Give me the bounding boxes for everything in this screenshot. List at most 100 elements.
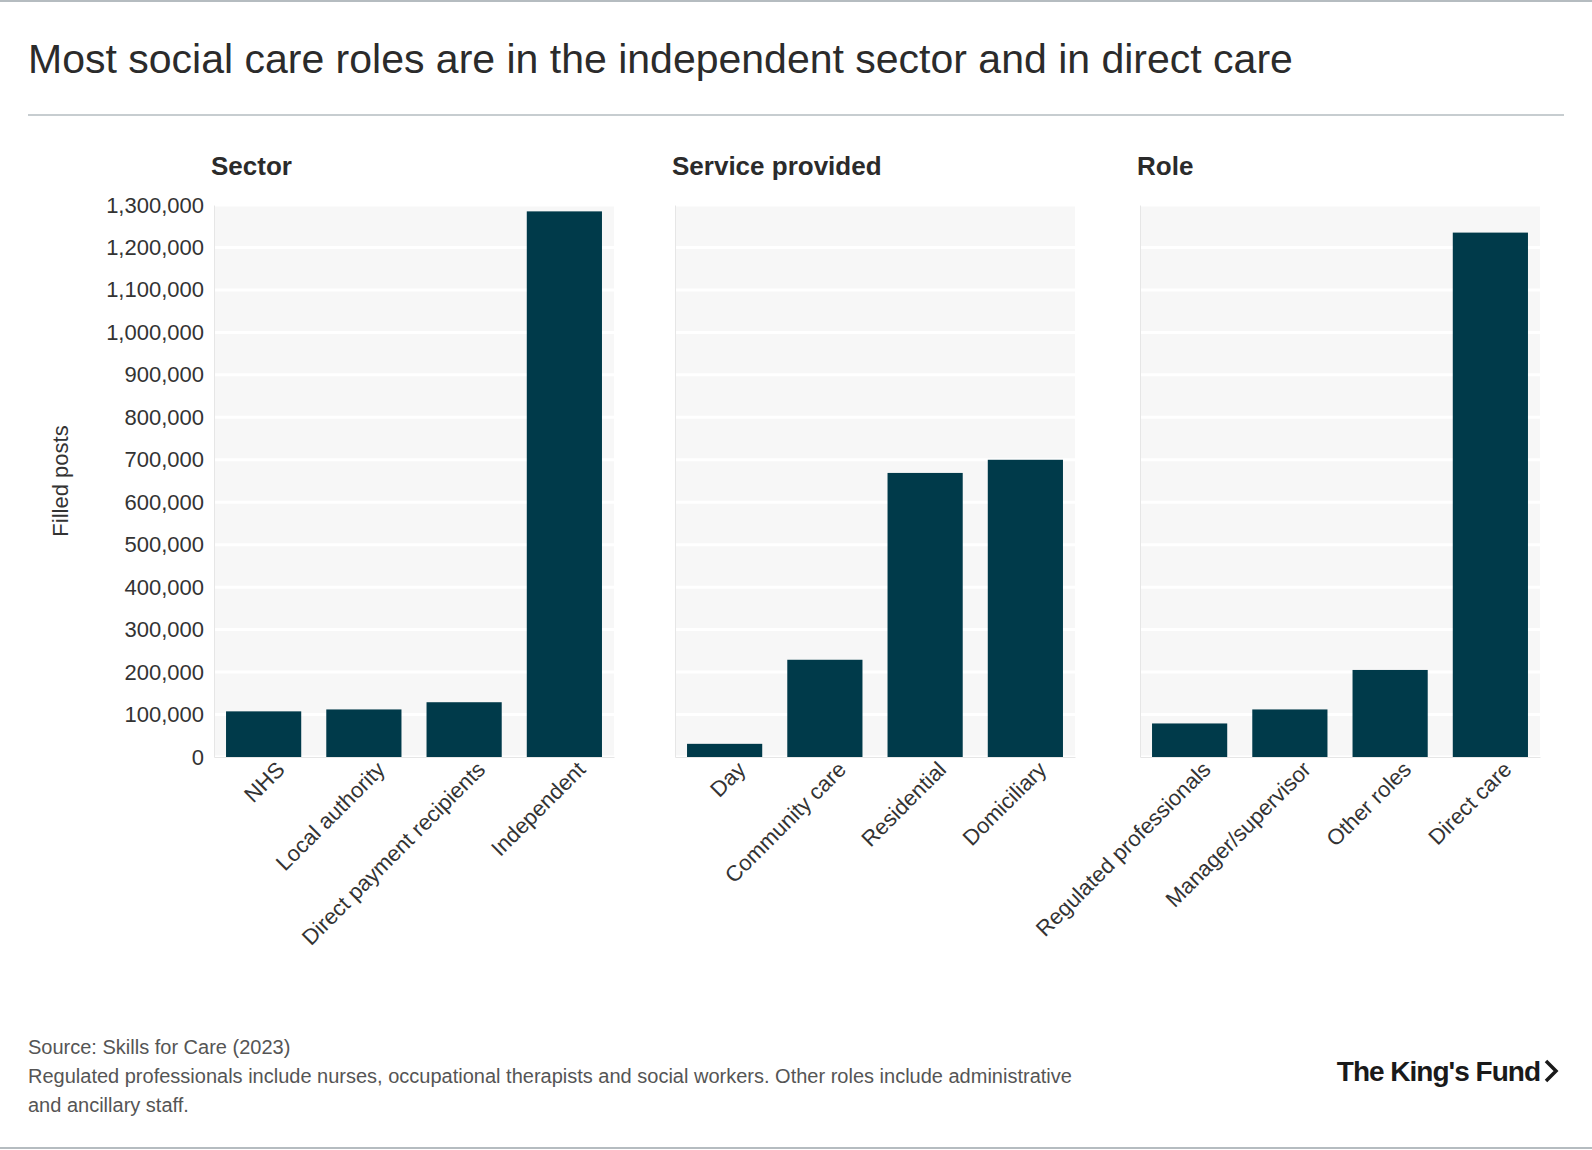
- x-axis-line: [215, 757, 615, 758]
- x-tick-label: Domiciliary: [958, 757, 1052, 851]
- bottom-border: [0, 1147, 1592, 1149]
- y-tick-label: 700,000: [124, 447, 204, 472]
- y-axis-title: Filled posts: [48, 425, 73, 536]
- bar: [1453, 233, 1528, 757]
- x-tick-label: Day: [705, 757, 750, 802]
- grid-line: [675, 331, 1075, 334]
- y-axis: [1140, 206, 1142, 758]
- bar: [1353, 670, 1428, 757]
- y-axis-line: [675, 206, 676, 758]
- panel: Role Regulated professionalsManager/super…: [1031, 151, 1541, 941]
- x-axis: DayCommunity careResidentialDomiciliary: [676, 757, 1076, 888]
- x-tick-label: Direct care: [1423, 757, 1516, 850]
- y-tick: 900,000: [124, 362, 214, 387]
- x-tick: Domiciliary: [958, 757, 1052, 851]
- x-tick: Independent: [486, 757, 590, 861]
- source: Source: Skills for Care (2023): [28, 1036, 290, 1058]
- x-tick: Regulated professionals: [1031, 757, 1216, 942]
- x-tick: Direct care: [1423, 757, 1516, 850]
- y-tick-label: 800,000: [124, 405, 204, 430]
- y-tick-label: 300,000: [124, 617, 204, 642]
- y-tick: 200,000: [124, 660, 214, 685]
- x-tick: Day: [705, 757, 750, 802]
- y-tick-label: 200,000: [124, 660, 204, 685]
- y-tick-label: 100,000: [124, 702, 204, 727]
- y-tick: 800,000: [124, 405, 214, 430]
- y-tick: 0: [192, 745, 214, 770]
- note: and ancillary staff.: [28, 1094, 189, 1116]
- x-axis-line: [1141, 757, 1541, 758]
- y-axis: 0 100,000 200,000 300,000 400,000 500,000 600,…: [106, 193, 214, 770]
- panel-title: Sector: [211, 151, 292, 181]
- x-tick-label: Manager/supervisor: [1161, 757, 1316, 912]
- grid-line: [1140, 204, 1540, 207]
- x-tick-label: Community care: [720, 757, 851, 888]
- bar: [988, 460, 1063, 757]
- panel: Sector 0 100,000 200,000 300,000 400,000 500,0…: [48, 151, 615, 950]
- bar: [1252, 709, 1327, 757]
- bars: [226, 211, 602, 757]
- top-border: [0, 0, 1592, 2]
- y-axis-line: [214, 206, 215, 758]
- grid-line: [675, 204, 1075, 207]
- chart: Most social care roles are in the indepe…: [0, 0, 1592, 1150]
- panel-title: Service provided: [672, 151, 882, 181]
- bars: [687, 460, 1063, 757]
- y-tick-label: 500,000: [124, 532, 204, 557]
- bars: [1152, 233, 1528, 757]
- grid-line: [214, 204, 614, 207]
- x-axis: NHSLocal authorityDirect payment recipie…: [215, 757, 615, 950]
- bar: [326, 709, 401, 757]
- bar: [527, 211, 602, 757]
- brand: The King's Fund: [1337, 1056, 1540, 1087]
- grid-line: [675, 373, 1075, 376]
- y-tick: 300,000: [124, 617, 214, 642]
- grid: [1140, 205, 1540, 757]
- y-tick: 100,000: [124, 702, 214, 727]
- y-axis-line: [1140, 206, 1141, 758]
- grid-line: [675, 288, 1075, 291]
- bar: [427, 702, 502, 757]
- y-tick-label: 0: [192, 745, 204, 770]
- plot-background: [675, 205, 1075, 757]
- x-tick-label: Residential: [856, 757, 951, 852]
- title-rule: [28, 114, 1564, 116]
- plot-background: [1140, 205, 1540, 757]
- x-axis: Regulated professionalsManager/superviso…: [1031, 757, 1541, 942]
- note: Regulated professionals include nurses, …: [28, 1065, 1072, 1087]
- y-tick: 1,300,000: [106, 193, 214, 218]
- y-tick-label: 1,300,000: [106, 193, 204, 218]
- y-tick-label: 900,000: [124, 362, 204, 387]
- y-tick: 1,100,000: [106, 277, 214, 302]
- x-tick-label: NHS: [239, 757, 290, 808]
- y-tick: 1,200,000: [106, 235, 214, 260]
- y-tick-label: 600,000: [124, 490, 204, 515]
- y-tick: 700,000: [124, 447, 214, 472]
- y-tick: 600,000: [124, 490, 214, 515]
- x-tick-label: Regulated professionals: [1031, 757, 1216, 942]
- x-tick: NHS: [239, 757, 290, 808]
- y-tick: 400,000: [124, 575, 214, 600]
- grid-line: [675, 246, 1075, 249]
- panel: Service provided DayCommunity careResiden…: [672, 151, 1076, 888]
- brand-chevron: [1546, 1061, 1556, 1081]
- bar: [226, 711, 301, 757]
- x-tick-label: Other roles: [1321, 757, 1416, 852]
- panel-title: Role: [1137, 151, 1193, 181]
- plot-background: [214, 205, 614, 757]
- title: Most social care roles are in the indepe…: [28, 36, 1293, 82]
- bar: [888, 473, 963, 757]
- x-tick: Direct payment recipients: [297, 757, 490, 950]
- grid: [675, 205, 1075, 757]
- x-tick: Other roles: [1321, 757, 1416, 852]
- bar: [787, 660, 862, 757]
- y-axis: [675, 206, 677, 758]
- x-tick: Residential: [856, 757, 951, 852]
- bar: [1152, 723, 1227, 757]
- grid: [214, 205, 614, 757]
- y-tick: 500,000: [124, 532, 214, 557]
- x-tick-label: Direct payment recipients: [297, 757, 490, 950]
- x-tick-label: Independent: [486, 757, 590, 861]
- x-tick: Community care: [720, 757, 851, 888]
- grid-line: [675, 416, 1075, 419]
